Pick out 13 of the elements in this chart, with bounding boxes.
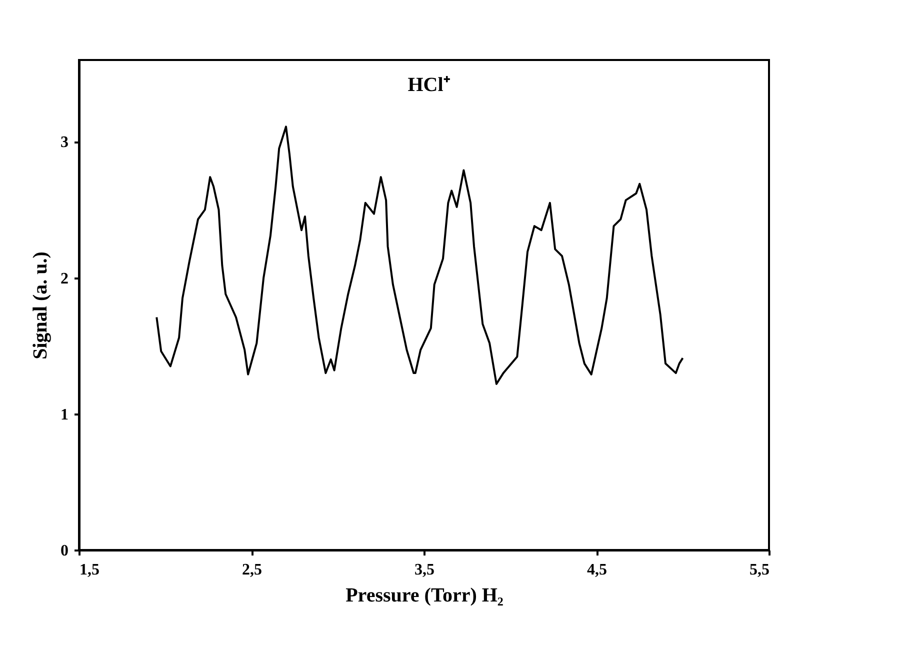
x-tick-label: 3,5	[414, 562, 434, 578]
x-tick-label: 2,5	[242, 562, 262, 578]
x-tick-label: 5,5	[750, 562, 770, 578]
line-series	[156, 126, 684, 385]
y-tick-label: 1	[60, 406, 68, 424]
x-axis-title: Pressure (Torr) H₂	[346, 584, 504, 606]
annotation: HCl⁺	[408, 74, 450, 96]
y-tick-label: 2	[60, 270, 68, 288]
y-axis-title: Signal (a. u.)	[30, 252, 52, 360]
y-tick-label: 0	[60, 542, 68, 560]
x-tick-label: 4,5	[587, 562, 607, 578]
y-tick-label: 3	[60, 134, 68, 152]
x-tick-label: 1,5	[80, 562, 100, 578]
